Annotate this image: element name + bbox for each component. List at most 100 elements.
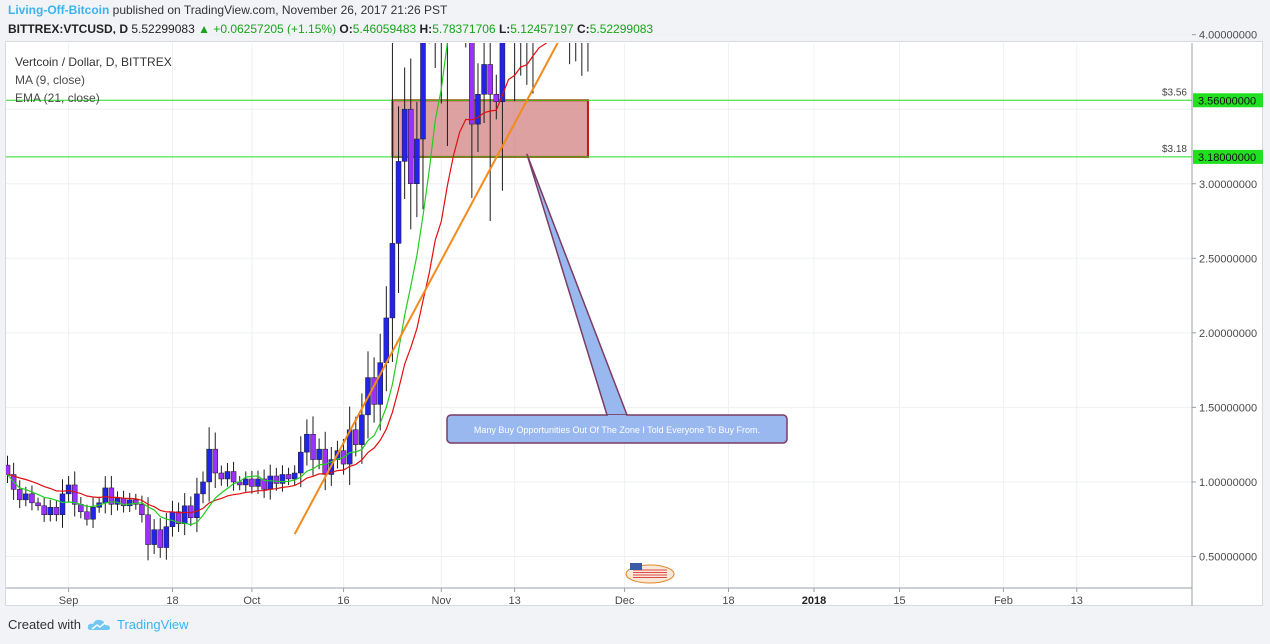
candle-down [84, 511, 90, 520]
low-label: L: [498, 22, 511, 36]
close-label: C: [577, 22, 590, 36]
trend-line [293, 43, 559, 535]
price-tag: 3.56000000 [1198, 95, 1256, 107]
candle-up [169, 511, 176, 527]
candle-up [243, 478, 249, 486]
symbol-label: BITTREX:VTCUSD, D [8, 22, 128, 36]
price-tag: 3.18000000 [1198, 152, 1256, 164]
tradingview-cloud-icon [87, 619, 110, 630]
candle-up [445, 0, 450, 32]
candle-up [359, 414, 365, 445]
x-tick-label: Dec [615, 595, 635, 607]
candle-down [261, 478, 267, 490]
candle-down [493, 94, 500, 102]
candle-up [65, 484, 72, 495]
y-tick-label: 1.00000000 [1199, 477, 1257, 489]
candle-down [139, 504, 145, 516]
legend-ema: EMA (21, close) [15, 91, 100, 105]
y-tick-label: 2.50000000 [1199, 253, 1257, 265]
last-price: 5.52299083 [131, 22, 195, 36]
callout-pointer [526, 153, 629, 416]
candle-up [126, 499, 133, 507]
candle-down [218, 472, 225, 480]
high-label: H: [419, 22, 433, 36]
candle-up [23, 493, 29, 501]
y-tick-label: 2.00000000 [1199, 328, 1257, 340]
candle-down [16, 489, 23, 501]
candle-down [35, 502, 41, 507]
x-tick-label: Sep [59, 595, 79, 607]
price-tag-bg [1193, 149, 1263, 164]
price-tag-bg [1193, 93, 1263, 108]
candle-down [322, 448, 328, 475]
candle-down [353, 429, 359, 445]
x-tick-label: Feb [994, 595, 1013, 607]
author-link[interactable]: Living-Off-Bitcoin [8, 3, 110, 17]
candle-up [401, 108, 408, 162]
candle-up [194, 493, 200, 518]
candle-down [212, 448, 218, 474]
open-label: O: [339, 22, 353, 36]
x-tick-label: 18 [166, 595, 178, 607]
candle-down [133, 499, 139, 505]
candle-up [433, 0, 438, 5]
candle-up [255, 478, 261, 487]
candle-down [230, 471, 237, 483]
candle-up [206, 448, 212, 483]
ema-line [7, 43, 548, 514]
x-tick-label: 2018 [802, 595, 826, 607]
candle-down [157, 529, 163, 548]
candle-down [71, 484, 78, 505]
candle-up [377, 362, 383, 405]
candle-up [298, 451, 304, 474]
candle-up [304, 433, 310, 453]
y-tick-label: 4.00000000 [1199, 30, 1257, 42]
candle-up [481, 64, 487, 95]
candle-up [224, 471, 231, 480]
high-value: 5.78371706 [432, 22, 496, 36]
chart-panel[interactable] [5, 41, 1263, 606]
badge-canton [630, 563, 642, 570]
candle-up [200, 481, 206, 495]
publish-header: Living-Off-Bitcoin published on TradingV… [8, 3, 447, 17]
candle-up [163, 526, 170, 548]
ma-line [7, 43, 448, 526]
low-value: 5.12457197 [510, 22, 574, 36]
open-value: 5.46059483 [352, 22, 417, 36]
candle-up [549, 0, 554, 5]
candle-up [267, 475, 273, 490]
callout-text: Many Buy Opportunities Out Of The Zone I… [474, 425, 760, 435]
candle-up [59, 493, 66, 516]
candle-down [469, 43, 475, 125]
x-tick-label: 13 [509, 595, 521, 607]
candle-down [567, 5, 572, 35]
horizontal-line-label: $3.18 [1162, 144, 1187, 155]
candle-up [316, 448, 322, 460]
horizontal-line-label: $3.56 [1162, 87, 1187, 98]
candle-up [420, 43, 426, 140]
candle-up [90, 507, 96, 520]
x-tick-label: 18 [722, 595, 734, 607]
trend-line [490, 0, 582, 5]
tradingview-link[interactable]: TradingView [116, 617, 189, 632]
candle-up [395, 161, 402, 244]
candle-up [291, 472, 298, 480]
candle-up [102, 487, 109, 504]
candle-down [439, 0, 444, 32]
candle-down [573, 35, 578, 42]
close-value: 5.52299083 [589, 22, 654, 36]
candle-up [585, 0, 590, 5]
x-tick-label: Nov [432, 595, 452, 607]
candle-up [499, 43, 506, 102]
candle-down [512, 0, 517, 35]
created-with-label: Created with [8, 617, 81, 632]
y-tick-label: 3.00000000 [1199, 179, 1257, 191]
candle-up [530, 0, 535, 42]
price-change: ▲ +0.06257205 (+1.15%) [198, 22, 337, 36]
candle-down [108, 487, 115, 505]
candle-down [249, 478, 255, 487]
flag-badge-icon [625, 563, 675, 584]
footer: Created with TradingView [8, 617, 189, 632]
candle-up [114, 498, 121, 505]
